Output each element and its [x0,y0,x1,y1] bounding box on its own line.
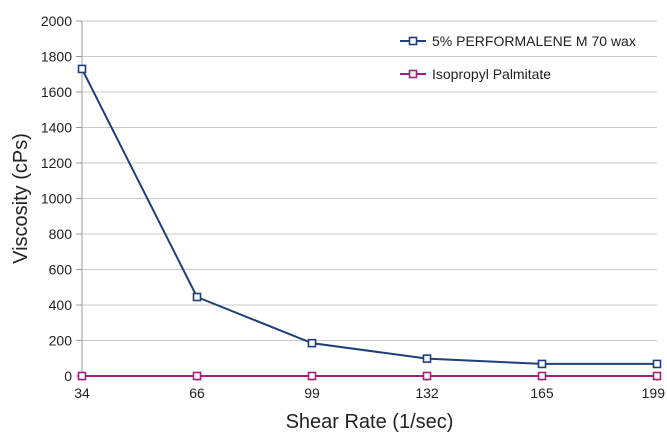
data-point [652,371,662,381]
y-tick-label: 1200 [41,155,72,171]
data-point [422,354,432,363]
y-tick-label: 1400 [41,120,72,136]
series-line [81,68,657,365]
x-tick-labels: 34 66 99 132 165 199 [74,376,665,401]
y-tick-label: 1000 [41,191,72,207]
x-tick-label: 199 [642,385,666,401]
legend-label: 5% PERFORMALENE M 70 wax [432,33,636,49]
y-tick-label: 1600 [41,84,72,100]
data-point [307,371,317,381]
y-tick-label: 2000 [41,13,72,29]
data-point [77,371,87,381]
x-tick-label: 165 [530,385,554,401]
series-1 [77,64,662,369]
series [77,64,662,381]
x-tick-label: 34 [74,385,90,401]
y-axis-title: Viscosity (cPs) [10,133,32,264]
legend-item: 5% PERFORMALENE M 70 wax [400,33,636,49]
legend-label: Isopropyl Palmitate [432,66,551,82]
data-point [307,338,317,348]
x-tick-label: 99 [304,385,320,401]
legend-swatch-marker [408,36,418,46]
x-axis-title: Shear Rate (1/sec) [286,411,454,433]
y-tick-label: 1800 [41,49,72,65]
data-point [192,292,202,302]
legend-swatch-marker [408,69,418,79]
y-tick-label: 400 [49,297,73,313]
y-tick-label: 0 [64,368,72,384]
data-point [422,371,432,381]
gridlines [82,20,657,341]
data-point [537,359,547,369]
data-point [77,64,87,74]
y-tick-label: 600 [49,262,73,278]
x-tick-label: 66 [189,385,205,401]
data-point [537,371,547,381]
series-2 [77,371,662,381]
legend: 5% PERFORMALENE M 70 wax Isopropyl Palmit… [400,33,636,82]
x-tick-label: 132 [415,385,439,401]
data-point [192,371,202,381]
y-tick-label: 200 [49,333,73,349]
data-point [652,359,662,369]
y-tick-label: 800 [49,226,73,242]
y-tick-labels: 0 200 400 600 800 1000 1200 1400 1600 1800 2000 [41,13,82,384]
legend-item: Isopropyl Palmitate [400,66,551,82]
